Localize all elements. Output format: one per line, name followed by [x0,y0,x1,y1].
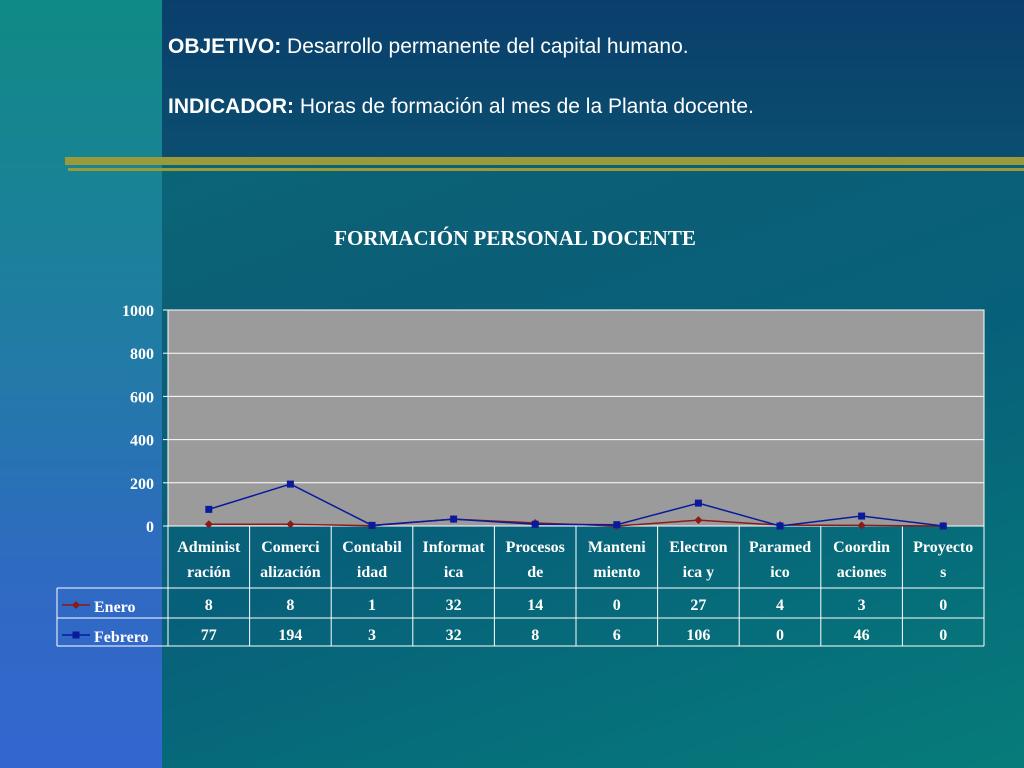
category-label: Proyecto [913,539,973,556]
table-cell-value: 32 [446,627,462,644]
divider-thick [65,157,1024,165]
legend-key-marker [72,601,80,609]
header-background [162,0,1024,160]
table-cell-value: 106 [686,627,710,644]
objective-label: OBJETIVO: [168,35,282,58]
data-point [776,522,784,530]
indicator-label: INDICADOR: [168,95,294,118]
table-cell-value: 8 [531,627,539,644]
data-point [613,521,621,529]
table-cell-value: 1 [368,597,376,614]
data-point [204,520,213,529]
y-tick-label: 600 [130,389,154,406]
category-label: Comerci [261,539,320,556]
legend-key-marker [72,631,80,639]
table-cell-value: 3 [368,627,376,644]
category-label: ico [770,564,790,581]
category-label: Paramed [749,539,811,556]
table-cell-value: 27 [690,597,706,614]
y-tick-label: 800 [130,346,154,363]
table-cell-value: 46 [854,627,870,644]
category-label: alización [260,564,321,581]
table-cell-value: 0 [939,627,947,644]
objective-line: OBJETIVO: Desarrollo permanente del capi… [168,35,689,59]
data-point [694,499,702,507]
plot-area [167,309,985,527]
indicator-text: Horas de formación al mes de la Planta d… [294,95,754,118]
data-point [205,505,213,513]
data-point [857,521,866,530]
divider-thin [68,168,1024,171]
category-label: miento [593,564,640,581]
table-cell-value: 0 [939,597,947,614]
data-point [694,516,703,525]
legend-label: Enero [94,599,135,616]
category-label: Contabil [342,539,402,556]
indicator-line: INDICADOR: Horas de formación al mes de … [168,95,754,119]
data-point [939,522,947,530]
table-cell-value: 32 [446,597,462,614]
data-point [368,521,376,529]
table-cell-value: 0 [776,627,784,644]
category-label: ración [187,564,231,581]
series-line-febrero [208,483,944,527]
table-cell-value: 6 [613,627,621,644]
data-point [858,512,866,520]
table-cell-value: 4 [776,597,784,614]
category-label: ica y [683,564,715,581]
table-cell-value: 0 [613,597,621,614]
left-color-band [0,0,162,768]
legend-label: Febrero [94,629,149,646]
category-label: ica [444,564,464,581]
category-label: Coordin [833,539,890,556]
objective-text: Desarrollo permanente del capital humano… [281,35,689,58]
category-label: de [527,564,543,581]
table-cell-value: 14 [527,597,543,614]
table-cell-value: 8 [205,597,213,614]
category-label: s [940,564,946,581]
y-tick-label: 200 [130,476,154,493]
data-point [531,520,539,528]
category-label: Electron [669,539,727,556]
table-cell-value: 77 [201,627,217,644]
category-label: aciones [837,564,887,581]
data-point [450,515,458,523]
data-point [286,520,295,529]
category-label: Administ [177,539,241,556]
table-cell-value: 8 [286,597,294,614]
y-tick-label: 1000 [122,303,154,320]
category-label: Informat [422,539,485,556]
category-label: Procesos [506,539,565,556]
chart-title: FORMACIÓN PERSONAL DOCENTE [334,226,696,250]
y-tick-label: 400 [130,433,154,450]
table-cell-value: 3 [858,597,866,614]
y-tick-label: 0 [146,519,154,536]
category-label: Manteni [588,539,646,556]
category-label: idad [357,564,387,581]
data-point [286,480,294,488]
table-cell-value: 194 [278,627,302,644]
